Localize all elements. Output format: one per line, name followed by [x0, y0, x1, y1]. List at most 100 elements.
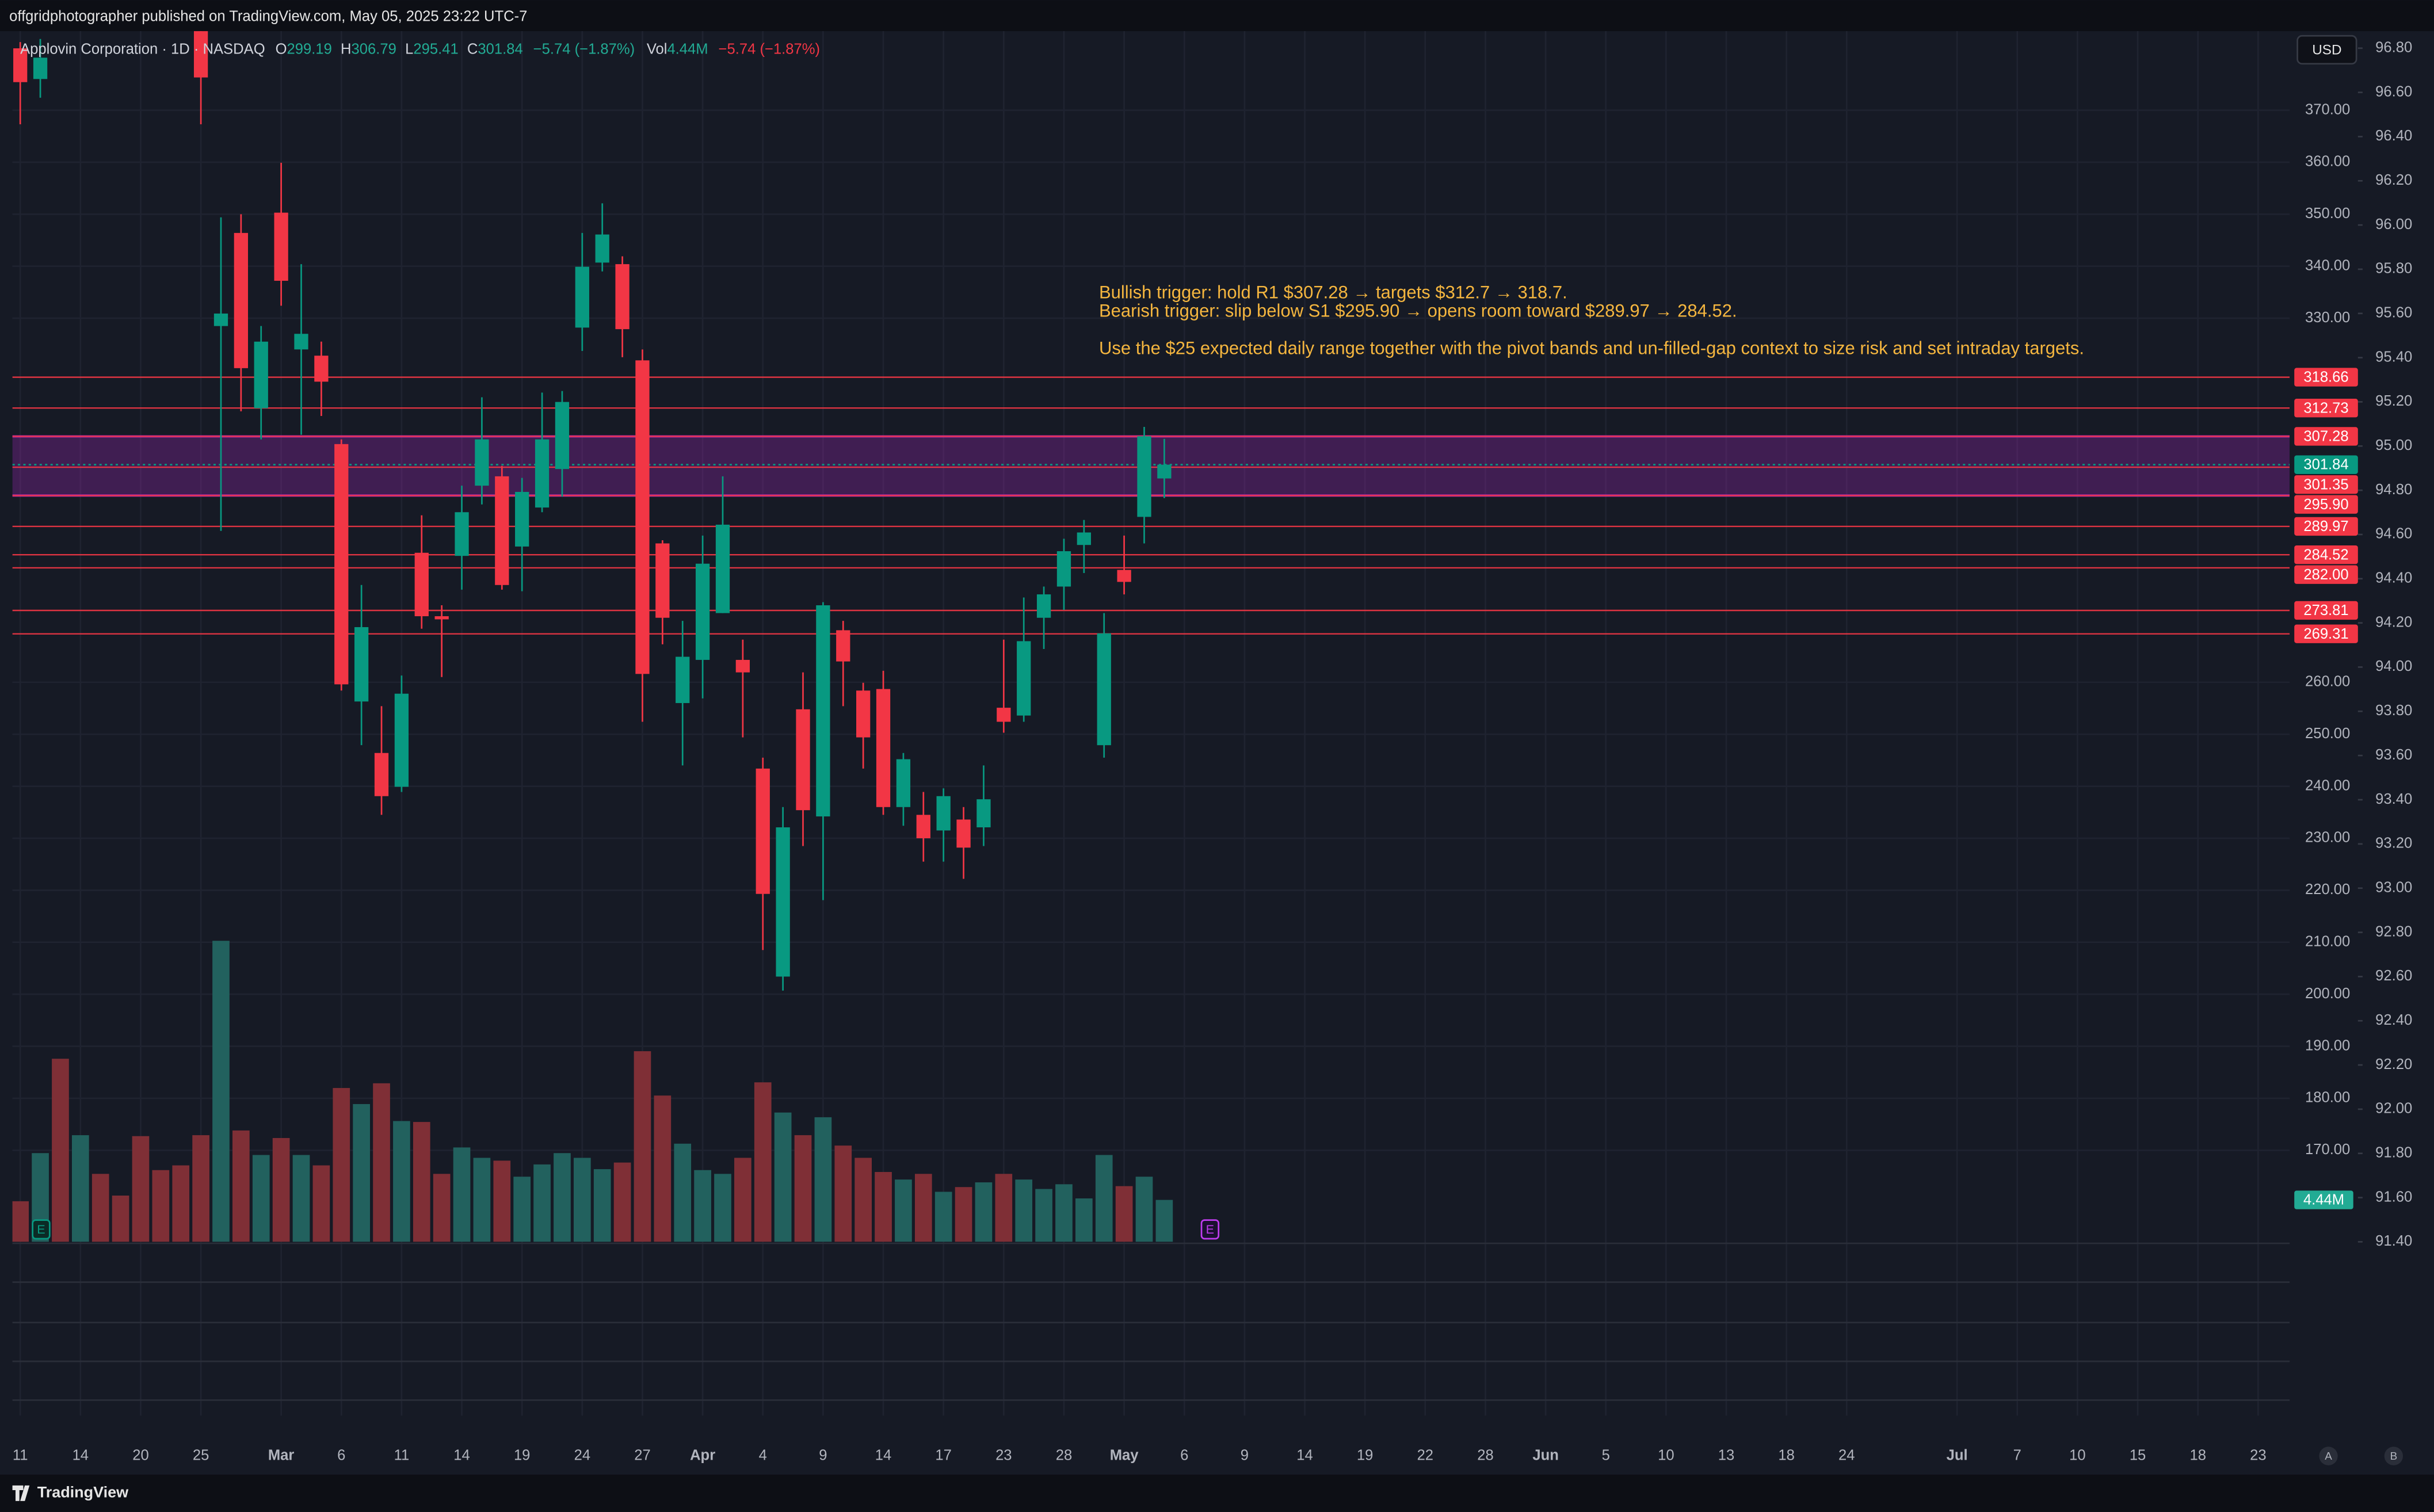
y2-tick-label: 91.40 — [2375, 1233, 2412, 1249]
volume-bar — [573, 1158, 591, 1242]
y2-tick-label: 96.00 — [2375, 216, 2412, 232]
candle-body — [575, 266, 589, 328]
legend-key: Vol — [647, 41, 667, 57]
legend-symbol: Applovin Corporation · 1D · NASDAQ — [20, 41, 265, 57]
volume-bar — [593, 1169, 611, 1242]
legend-value: 299.19 — [287, 41, 331, 57]
volume-bar — [1135, 1177, 1153, 1242]
volume-bar — [834, 1146, 852, 1242]
axis-button[interactable] — [2319, 1446, 2338, 1465]
volume-bar — [754, 1082, 772, 1242]
candle-body — [836, 630, 850, 662]
candle-body — [475, 439, 489, 486]
y2-tick-label: 96.20 — [2375, 172, 2412, 188]
volume-bar — [52, 1059, 69, 1242]
axis-button[interactable] — [2384, 1446, 2404, 1465]
volume-bar — [934, 1192, 952, 1242]
candle-body — [434, 616, 449, 620]
price-tag — [2294, 475, 2358, 494]
x-tick-label: 13 — [1718, 1447, 1735, 1463]
x-tick-label: 14 — [875, 1447, 891, 1463]
volume-bar — [433, 1174, 451, 1242]
y2-tick-label: 95.60 — [2375, 305, 2412, 321]
price-tag-label: 273.81 — [2303, 602, 2348, 618]
volume-bar — [453, 1147, 471, 1242]
price-tag-label: 282.00 — [2303, 567, 2348, 583]
volume-bar — [634, 1051, 651, 1242]
x-tick-label: 11 — [394, 1447, 410, 1463]
y2-tick-label: 94.00 — [2375, 658, 2412, 674]
volume-bar — [493, 1160, 511, 1242]
volume-bar — [312, 1165, 330, 1242]
candle-body — [715, 524, 730, 613]
event-marker[interactable] — [32, 1219, 51, 1240]
volume-bar — [995, 1174, 1013, 1242]
x-tick-label: 25 — [193, 1447, 209, 1463]
annotation: Use the $25 expected daily range togethe… — [1099, 338, 2084, 358]
volume-bar — [774, 1112, 792, 1242]
legend-value: 295.41 — [413, 41, 458, 57]
currency-label: USD — [2312, 42, 2341, 58]
volume-bar — [373, 1083, 390, 1242]
candle-body — [856, 690, 871, 738]
candle-body — [655, 543, 670, 618]
footer-text: TradingView — [37, 1484, 129, 1501]
y2-tick-label: 93.40 — [2375, 791, 2412, 807]
y2-tick-label: 92.60 — [2375, 968, 2412, 984]
legend-key: L — [405, 41, 413, 57]
price-tag — [2294, 624, 2358, 643]
price-tag-label: 301.84 — [2303, 457, 2348, 473]
candle-body — [414, 552, 429, 617]
candle-body — [1077, 532, 1091, 545]
candle-body — [193, 31, 208, 78]
candle-body — [936, 796, 951, 831]
volume-bar — [1155, 1200, 1173, 1242]
volume-bar — [91, 1174, 109, 1242]
x-tick-label: May — [1110, 1447, 1139, 1463]
volume-bar — [875, 1172, 892, 1242]
x-tick-label: Apr — [690, 1447, 715, 1463]
y2-tick-label: 95.40 — [2375, 349, 2412, 365]
x-tick-label: Jun — [1532, 1447, 1559, 1463]
x-tick-label: 23 — [995, 1447, 1012, 1463]
x-tick-label: 4 — [759, 1447, 767, 1463]
x-tick-label: Mar — [268, 1447, 295, 1463]
legend-change: −5.74 (−1.87%) — [719, 41, 821, 57]
y-tick-label: 370.00 — [2305, 101, 2350, 117]
candle-body — [735, 659, 750, 673]
y2-tick-label: 96.80 — [2375, 40, 2412, 56]
y-tick-label: 210.00 — [2305, 934, 2350, 950]
y2-tick-label: 94.80 — [2375, 482, 2412, 498]
x-tick-label: 9 — [1241, 1447, 1249, 1463]
legend-value: 4.44M — [667, 41, 708, 57]
legend-value: 301.84 — [478, 41, 522, 57]
x-tick-label: 14 — [1296, 1447, 1313, 1463]
volume-bar — [1095, 1155, 1113, 1242]
candle-body — [354, 627, 369, 702]
candle-body — [816, 605, 830, 817]
y2-tick-label: 92.40 — [2375, 1012, 2412, 1028]
volume-tag-label: 4.44M — [2303, 1192, 2344, 1208]
y-tick-label: 190.00 — [2305, 1037, 2350, 1053]
x-tick-label: 19 — [1357, 1447, 1373, 1463]
volume-bar — [1035, 1189, 1052, 1242]
volume-bar — [152, 1170, 170, 1242]
y2-tick-label: 94.20 — [2375, 614, 2412, 630]
x-tick-label: 22 — [1417, 1447, 1434, 1463]
volume-bar — [192, 1135, 209, 1242]
currency-button[interactable] — [2296, 35, 2357, 65]
legend: Applovin Corporation · 1D · NASDAQ O299.… — [20, 41, 820, 57]
volume-bar — [1075, 1198, 1093, 1242]
header-bar — [0, 0, 2434, 32]
volume-bar — [513, 1177, 531, 1242]
x-tick-label: 24 — [1838, 1447, 1855, 1463]
y2-tick-label: 92.80 — [2375, 923, 2412, 940]
y-tick-label: 200.00 — [2305, 986, 2350, 1002]
volume-bar — [353, 1104, 370, 1242]
x-tick-label: 18 — [1778, 1447, 1795, 1463]
candle-body — [1137, 436, 1151, 517]
event-marker[interactable] — [1200, 1219, 1220, 1240]
candle-body — [515, 492, 529, 547]
